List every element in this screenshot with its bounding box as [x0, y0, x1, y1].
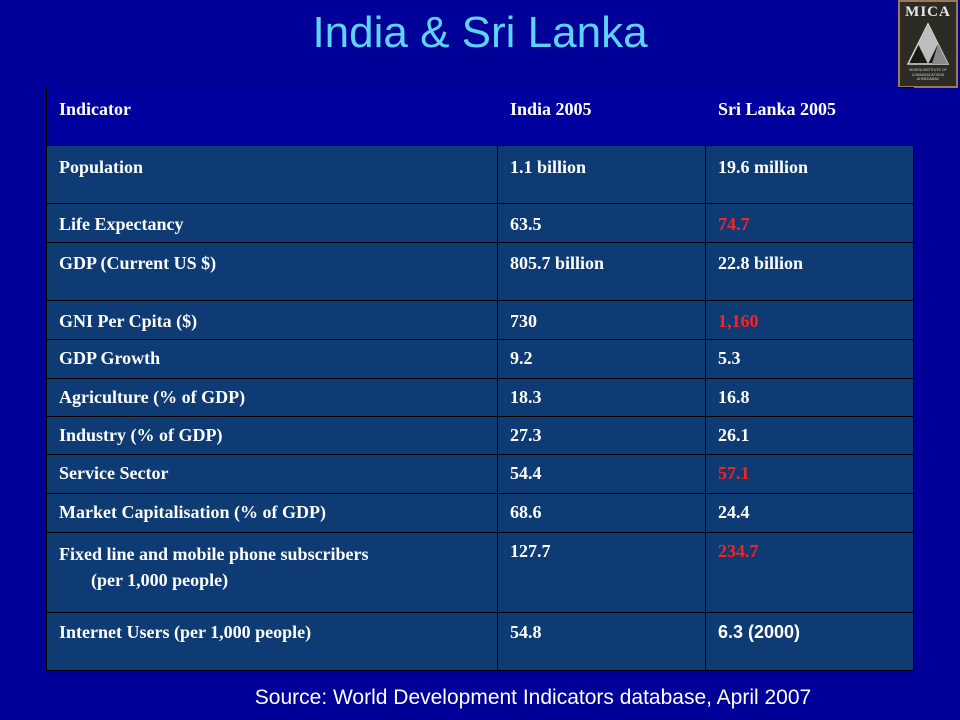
slide-title: India & Sri Lanka: [312, 8, 648, 57]
cell-indicator: Service Sector: [46, 454, 498, 494]
cell-indicator: GNI Per Cpita ($): [46, 300, 498, 340]
cell-india: 54.4: [497, 454, 706, 494]
logo-subtitle: MUDRA INSTITUTE OF COMMUNICATIONS AHMEDA…: [909, 68, 947, 81]
cell-srilanka: 16.8: [705, 378, 914, 417]
table-row: Fixed line and mobile phone subscribers (…: [46, 532, 914, 613]
header-srilanka: Sri Lanka 2005: [705, 87, 914, 146]
cell-indicator: Internet Users (per 1,000 people): [46, 612, 498, 671]
cell-srilanka: 5.3: [705, 339, 914, 379]
cell-indicator: Life Expectancy: [46, 203, 498, 243]
cell-india: 18.3: [497, 378, 706, 417]
cell-india: 27.3: [497, 416, 706, 455]
cell-india: 1.1 billion: [497, 145, 706, 204]
cell-srilanka: 19.6 million: [705, 145, 914, 204]
cell-india: 730: [497, 300, 706, 340]
cell-srilanka: 24.4: [705, 493, 914, 533]
table-row: Industry (% of GDP) 27.3 26.1: [46, 416, 914, 455]
cell-india: 127.7: [497, 532, 706, 613]
cell-indicator: Population: [46, 145, 498, 204]
table-row: Population 1.1 billion 19.6 million: [46, 145, 914, 204]
cell-indicator: Agriculture (% of GDP): [46, 378, 498, 417]
cell-srilanka: 234.7: [705, 532, 914, 613]
mica-logo: MICA MUDRA INSTITUTE OF COMMUNICATIONS A…: [898, 0, 958, 88]
table-row: Internet Users (per 1,000 people) 54.8 6…: [46, 612, 914, 671]
cell-srilanka: 1,160: [705, 300, 914, 340]
cell-india: 68.6: [497, 493, 706, 533]
table-row: Market Capitalisation (% of GDP) 68.6 24…: [46, 493, 914, 533]
cell-india: 54.8: [497, 612, 706, 671]
cell-india: 9.2: [497, 339, 706, 379]
header-indicator: Indicator: [46, 87, 498, 146]
cell-indicator: GDP Growth: [46, 339, 498, 379]
cell-indicator: Industry (% of GDP): [46, 416, 498, 455]
table-row: GDP Growth 9.2 5.3: [46, 339, 914, 379]
table-header-row: Indicator India 2005 Sri Lanka 2005: [46, 87, 914, 146]
cell-srilanka: 6.3 (2000): [705, 612, 914, 671]
cell-srilanka: 57.1: [705, 454, 914, 494]
cell-india: 63.5: [497, 203, 706, 243]
cell-srilanka: 22.8 billion: [705, 242, 914, 301]
cell-srilanka: 26.1: [705, 416, 914, 455]
indicator-line-2: (per 1,000 people): [91, 570, 229, 590]
cell-india: 805.7 billion: [497, 242, 706, 301]
cell-indicator: Market Capitalisation (% of GDP): [46, 493, 498, 533]
indicator-line-1: Fixed line and mobile phone subscribers: [59, 544, 369, 564]
cell-indicator: Fixed line and mobile phone subscribers (…: [46, 532, 498, 613]
comparison-table: Indicator India 2005 Sri Lanka 2005 Popu…: [46, 87, 914, 671]
cell-indicator: GDP (Current US $): [46, 242, 498, 301]
header-india: India 2005: [497, 87, 706, 146]
table-row: Service Sector 54.4 57.1: [46, 454, 914, 494]
table-row: Agriculture (% of GDP) 18.3 16.8: [46, 378, 914, 417]
table-row: Life Expectancy 63.5 74.7: [46, 203, 914, 243]
logo-text: MICA: [905, 4, 951, 20]
cell-srilanka: 74.7: [705, 203, 914, 243]
table-row: GDP (Current US $) 805.7 billion 22.8 bi…: [46, 242, 914, 301]
source-note: Source: World Development Indicators dat…: [254, 686, 812, 709]
table-row: GNI Per Cpita ($) 730 1,160: [46, 300, 914, 340]
mountain-icon: [906, 22, 950, 65]
